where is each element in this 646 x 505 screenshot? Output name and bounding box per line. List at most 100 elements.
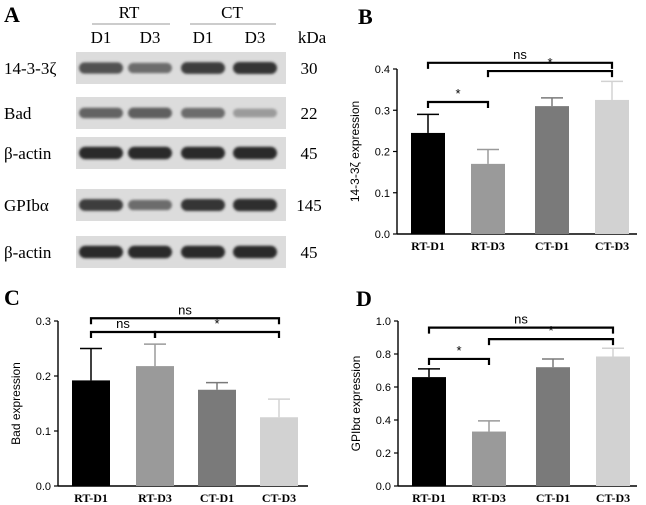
group-label-ct: CT — [221, 3, 243, 22]
significance-label: * — [455, 86, 460, 101]
y-tick-label: 0.6 — [376, 382, 391, 394]
panel-letter-b: B — [358, 4, 373, 29]
blot-protein-label: β-actin — [4, 144, 52, 163]
blot-band — [233, 198, 277, 212]
blot-protein-label: Bad — [4, 104, 32, 123]
blot-band — [128, 62, 172, 74]
blot-protein-label: 14-3-3ζ — [4, 59, 56, 78]
y-tick-label: 0.8 — [376, 349, 391, 361]
y-tick-label: 0.0 — [376, 481, 391, 493]
bar — [471, 163, 505, 234]
blot-band — [233, 108, 277, 118]
blot-band — [128, 107, 172, 119]
y-tick-label: 0.2 — [375, 147, 390, 159]
chart-gpiba: 0.0 0.2 0.4 0.6 0.8 1.0 RT-D1 RT-D3 CT-D1 CT-D3 GP… — [349, 312, 637, 505]
blot-row: GPIbα 145 — [4, 189, 322, 221]
blot-band — [79, 62, 123, 74]
x-tick-label: CT-D1 — [200, 491, 234, 505]
y-axis-title: 14-3-3ζ expression — [348, 101, 362, 202]
bar — [72, 380, 110, 486]
y-tick-label: 0.4 — [375, 64, 390, 76]
significance-bracket: * — [427, 343, 491, 365]
y-axis-title: Bad expression — [9, 362, 23, 445]
blot-protein-label: GPIbα — [4, 196, 49, 215]
blot-row: β-actin 45 — [4, 137, 318, 169]
blot-band — [128, 146, 172, 160]
panel-letter-c: C — [4, 285, 20, 310]
bar — [596, 356, 630, 486]
blot-row: Bad 22 — [4, 97, 318, 129]
significance-label: * — [547, 55, 552, 70]
panel-letter-d: D — [356, 286, 372, 311]
lane-label-1: D1 — [91, 28, 112, 47]
lane-label-4: D3 — [245, 28, 266, 47]
blot-band — [79, 146, 123, 160]
blot-band — [79, 199, 123, 211]
blot-band — [79, 107, 123, 119]
significance-label: ns — [514, 312, 528, 327]
x-tick-label: RT-D1 — [411, 239, 445, 253]
kda-label: kDa — [298, 28, 327, 47]
blot-band — [128, 245, 172, 259]
y-tick-label: 0.4 — [376, 415, 391, 427]
bar — [198, 389, 236, 486]
y-tick-label: 0.2 — [36, 371, 51, 383]
bar — [411, 132, 445, 234]
chart-14-3-3z: 0.0 0.1 0.2 0.3 0.4 RT-D1 RT-D3 CT-D1 CT-D3 14-3-… — [348, 47, 637, 253]
blot-band — [233, 61, 277, 75]
y-tick-label: 0.0 — [375, 229, 390, 241]
x-tick-label: CT-D3 — [596, 491, 630, 505]
bar — [412, 377, 446, 486]
chart-bad: 0.0 0.1 0.2 0.3 RT-D1 RT-D3 CT-D1 CT-D3 Bad expr… — [9, 302, 308, 505]
y-tick-label: 1.0 — [376, 316, 391, 328]
x-tick-label: CT-D1 — [536, 491, 570, 505]
western-blot: RT CT D1 D3 D1 D3 kDa 14-3-3ζ 30 Bad 22 β-ac… — [4, 3, 327, 268]
lane-label-2: D3 — [140, 28, 161, 47]
bar — [136, 366, 174, 486]
group-label-rt: RT — [119, 3, 140, 22]
significance-label: * — [548, 323, 553, 338]
blot-mw-label: 45 — [301, 144, 318, 163]
y-tick-label: 0.1 — [375, 188, 390, 200]
panel-letter-a: A — [4, 2, 20, 27]
x-tick-label: CT-D3 — [262, 491, 296, 505]
significance-bracket: * — [486, 55, 614, 78]
bar — [536, 367, 570, 486]
blot-mw-label: 30 — [301, 59, 318, 78]
y-tick-label: 0.3 — [36, 316, 51, 328]
significance-label: ns — [178, 302, 192, 317]
y-tick-label: 0.2 — [376, 448, 391, 460]
blot-band — [181, 245, 225, 259]
x-tick-label: RT-D1 — [74, 491, 108, 505]
x-tick-label: CT-D1 — [535, 239, 569, 253]
blot-mw-label: 45 — [301, 243, 318, 262]
x-tick-label: RT-D3 — [138, 491, 172, 505]
bar — [535, 106, 569, 234]
significance-bracket: ns — [427, 312, 615, 334]
blot-band — [233, 245, 277, 259]
blot-band — [79, 245, 123, 259]
x-tick-label: RT-D1 — [412, 491, 446, 505]
significance-label: ns — [513, 47, 527, 62]
blot-band — [233, 146, 277, 160]
blot-mw-label: 22 — [301, 104, 318, 123]
significance-bracket: * — [487, 323, 615, 346]
significance-bracket: * — [426, 86, 490, 108]
significance-bracket: ns — [89, 302, 281, 325]
blot-protein-label: β-actin — [4, 243, 52, 262]
x-tick-label: CT-D3 — [595, 239, 629, 253]
y-tick-label: 0.3 — [375, 105, 390, 117]
blot-row: 14-3-3ζ 30 — [4, 52, 318, 84]
significance-label: * — [456, 343, 461, 358]
bar — [595, 99, 629, 234]
blot-row: β-actin 45 — [4, 236, 318, 268]
blot-band — [181, 107, 225, 119]
x-tick-label: RT-D3 — [471, 239, 505, 253]
y-tick-label: 0.1 — [36, 426, 51, 438]
y-tick-label: 0.0 — [36, 481, 51, 493]
x-tick-label: RT-D3 — [472, 491, 506, 505]
bar — [472, 431, 506, 486]
significance-label: ns — [116, 316, 130, 331]
blot-mw-label: 145 — [296, 196, 322, 215]
